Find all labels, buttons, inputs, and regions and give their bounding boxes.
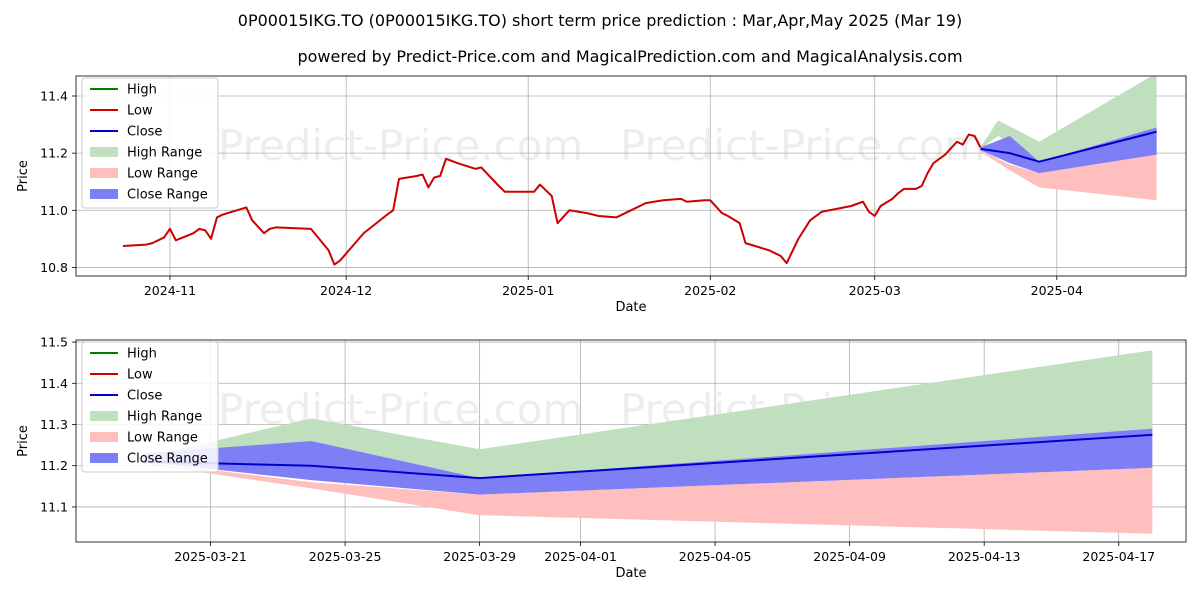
figure-subtitle: powered by Predict-Price.com and Magical… (297, 47, 962, 66)
low-range-band (980, 150, 1157, 201)
x-tick-label: 2025-03 (849, 283, 901, 298)
legend: High Low Close High Range Low Range Close Ran… (81, 341, 219, 473)
plot-panel-2: Predict-Price.comPredict-Price.com2025-0… (16, 335, 1187, 581)
plot-panel-1: Predict-Price.com Predict-Price.com 2024-1… (16, 75, 1187, 315)
legend-swatch-patch (90, 189, 118, 199)
x-axis-label: Date (615, 300, 646, 315)
x-tick-label: 2025-04 (1031, 283, 1083, 298)
x-tick-label: 2025-04-09 (813, 549, 886, 564)
legend-label: Low (127, 368, 153, 383)
legend-label: High (127, 83, 157, 98)
figure-title: 0P00015IKG.TO (0P00015IKG.TO) short term… (238, 11, 962, 30)
y-axis-label: Price (16, 160, 31, 192)
close-series-line (980, 130, 1157, 163)
y-tick-label: 11.2 (40, 146, 68, 161)
legend-label: High Range (127, 146, 202, 161)
high-range-band (980, 76, 1157, 162)
y-tick-label: 11.1 (40, 499, 68, 514)
close-series-line (143, 433, 1153, 480)
low-range-band (143, 461, 1153, 534)
plot-frame (75, 75, 1187, 277)
x-tick-label: 2025-02 (684, 283, 736, 298)
x-tick-label: 2024-12 (320, 283, 372, 298)
y-tick-label: 10.8 (40, 260, 68, 275)
x-tick-label: 2025-01 (502, 283, 554, 298)
legend-label: High (127, 347, 157, 362)
legend-swatch-patch (90, 432, 118, 442)
legend-label: Low Range (127, 167, 198, 182)
high-range-band (143, 350, 1153, 479)
watermark-text: Predict-Price.com (620, 121, 985, 170)
legend-label: Close Range (127, 188, 208, 203)
y-tick-label: 11.0 (40, 203, 68, 218)
y-tick-label: 11.4 (40, 376, 68, 391)
x-tick-label: 2025-03-21 (174, 549, 247, 564)
x-tick-label: 2025-04-17 (1082, 549, 1155, 564)
x-tick-label: 2025-04-05 (679, 549, 752, 564)
legend-swatch-patch (90, 411, 118, 421)
legend-label: High Range (127, 410, 202, 425)
legend-label: Low Range (127, 431, 198, 446)
plots-layer: Predict-Price.com Predict-Price.com 2024-1… (16, 75, 1187, 581)
legend-label: Low (127, 104, 153, 119)
x-tick-label: 2025-04-13 (948, 549, 1021, 564)
low-series-line (122, 133, 982, 266)
y-tick-label: 11.5 (40, 335, 68, 350)
x-axis-label: Date (615, 566, 646, 581)
x-tick-label: 2025-03-25 (309, 549, 382, 564)
y-axis-label: Price (16, 425, 31, 457)
y-tick-label: 11.3 (40, 417, 68, 432)
legend-label: Close (127, 389, 162, 404)
y-tick-label: 11.4 (40, 89, 68, 104)
watermark-text: Predict-Price.com (218, 385, 583, 434)
close-range-band (143, 428, 1153, 495)
plot-frame (75, 339, 1187, 543)
x-tick-label: 2025-03-29 (443, 549, 516, 564)
legend-swatch-patch (90, 168, 118, 178)
legend-swatch-patch (90, 453, 118, 463)
x-tick-label: 2025-04-01 (544, 549, 617, 564)
legend-label: Close (127, 125, 162, 140)
legend-swatch-patch (90, 147, 118, 157)
legend-label: Close Range (127, 452, 208, 467)
x-tick-label: 2024-11 (144, 283, 196, 298)
close-range-band (980, 127, 1157, 174)
watermark-text: Predict-Price.com (218, 121, 583, 170)
y-tick-label: 11.2 (40, 458, 68, 473)
legend: High Low Close High Range Low Range Close Ran… (81, 77, 219, 209)
